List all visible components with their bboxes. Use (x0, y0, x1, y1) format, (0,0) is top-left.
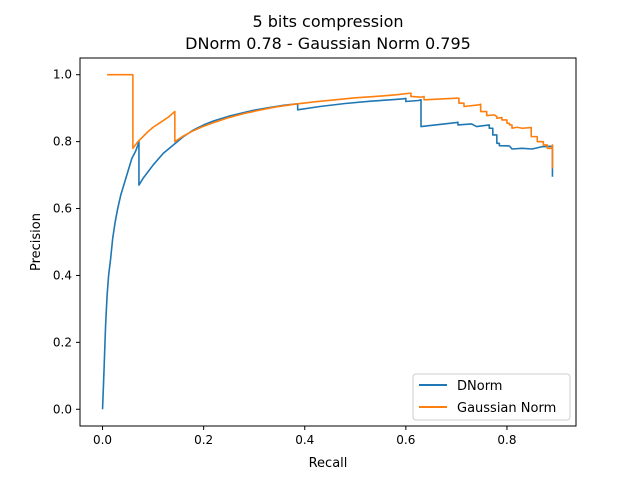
y-tick-label: 0.8 (53, 135, 72, 149)
x-axis-ticks: 0.0 0.2 0.4 0.6 0.8 (93, 426, 516, 447)
series-line-gaussian-norm (107, 73, 554, 169)
legend: DNorm Gaussian Norm (412, 373, 571, 421)
y-axis-ticks: 0.0 0.2 0.4 0.6 0.8 1.0 (53, 68, 80, 416)
legend-label-gaussian-norm: Gaussian Norm (457, 401, 556, 416)
x-tick-label: 0.2 (194, 433, 213, 447)
x-axis-label: Recall (309, 456, 348, 471)
x-tick-label: 0.6 (396, 433, 415, 447)
legend-label-dnorm: DNorm (457, 379, 502, 394)
x-tick-label: 0.4 (295, 433, 314, 447)
y-tick-label: 0.2 (53, 335, 72, 349)
legend-box (412, 373, 571, 421)
series-layer (101, 73, 554, 410)
plot-frame (79, 57, 577, 427)
chart-title: 5 bits compression (252, 12, 403, 31)
series-line-dnorm (101, 97, 554, 410)
y-tick-label: 1.0 (53, 68, 72, 82)
y-tick-label: 0.4 (53, 268, 72, 282)
y-tick-label: 0.0 (53, 402, 72, 416)
y-axis-label: Precision (29, 213, 44, 271)
chart-subtitle: DNorm 0.78 - Gaussian Norm 0.795 (185, 34, 471, 53)
x-tick-label: 0.8 (497, 433, 516, 447)
plot-area (80, 58, 576, 426)
y-tick-label: 0.6 (53, 202, 72, 216)
x-tick-label: 0.0 (93, 433, 112, 447)
